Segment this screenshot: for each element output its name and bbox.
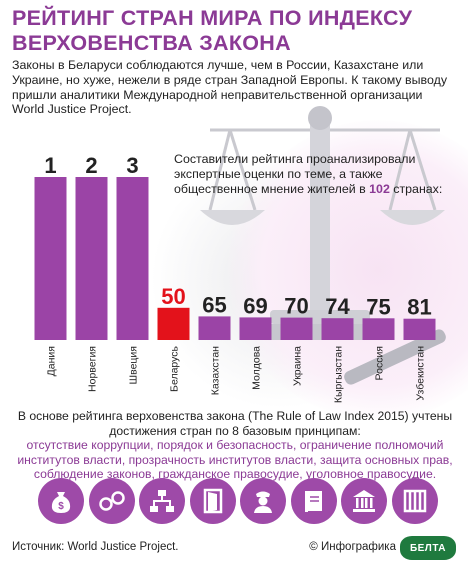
note-country-count: 102 (369, 181, 390, 196)
title-line-2: ВЕРХОВЕНСТВА ЗАКОНА (12, 31, 291, 55)
credit-note: © Инфографика (309, 541, 396, 553)
bar-value-label: 81 (407, 295, 431, 320)
note-text-after: странах: (393, 181, 443, 196)
bar-value-label: 74 (325, 294, 350, 319)
bar-3 (116, 177, 149, 340)
bar-value-label: 65 (202, 292, 226, 317)
page-title: РЕЙТИНГ СТРАН МИРА ПО ИНДЕКСУ ВЕРХОВЕНСТ… (12, 6, 462, 56)
intro-text: Законы в Беларуси соблюдаются лучше, чем… (12, 58, 448, 117)
bar-value-label: 75 (366, 294, 390, 319)
source-note: Источник: World Justice Project. (12, 541, 179, 553)
category-label: Кыргызстан (333, 346, 345, 403)
police-officer-icon (240, 478, 287, 524)
bar-10 (403, 318, 436, 340)
prison-bars-icon (391, 478, 438, 524)
bar-value-label: 50 (161, 284, 185, 309)
category-label: Швеция (128, 346, 140, 385)
note-text-before: Составители рейтинга проанализировали эк… (174, 152, 416, 196)
principles-text: отсутствие коррупции, порядок и безопасн… (17, 438, 453, 482)
bar-value-label: 69 (243, 293, 267, 318)
bar-5 (198, 316, 231, 340)
law-book-icon (290, 478, 337, 524)
category-label: Беларусь (169, 345, 181, 391)
background-glow-pink (228, 120, 468, 420)
bar-2 (75, 177, 108, 340)
bar-6 (239, 317, 272, 340)
money-bag-icon: $ (38, 478, 84, 524)
courthouse-icon (341, 478, 388, 524)
bar-4 (157, 307, 190, 340)
basis-text: В основе рейтинга верховенства закона (T… (17, 409, 453, 438)
category-label: Украина (292, 346, 304, 386)
category-label: Норвегия (87, 346, 99, 392)
hierarchy-icon (139, 478, 186, 524)
bar-8 (321, 318, 354, 340)
category-label: Казахстан (210, 346, 222, 395)
category-label: Россия (374, 346, 386, 380)
bar-7 (280, 317, 313, 340)
svg-text:$: $ (58, 501, 64, 512)
bar-value-label: 1 (44, 153, 56, 178)
belta-logo: БЕЛТА (400, 536, 456, 560)
category-label: Узбекистан (415, 346, 427, 401)
category-label: Дания (46, 346, 58, 376)
principle-icons: $ (38, 478, 438, 528)
category-label: Молдова (251, 346, 263, 390)
bar-value-label: 2 (85, 153, 97, 178)
title-line-1: РЕЙТИНГ СТРАН МИРА ПО ИНДЕКСУ (12, 6, 413, 30)
survey-note: Составители рейтинга проанализировали эк… (174, 152, 459, 196)
bar-value-label: 70 (284, 294, 308, 319)
bar-1 (34, 177, 67, 340)
open-door-icon (189, 478, 236, 524)
bar-9 (362, 318, 395, 340)
bar-value-label: 3 (126, 153, 138, 178)
handcuffs-icon (88, 478, 135, 524)
